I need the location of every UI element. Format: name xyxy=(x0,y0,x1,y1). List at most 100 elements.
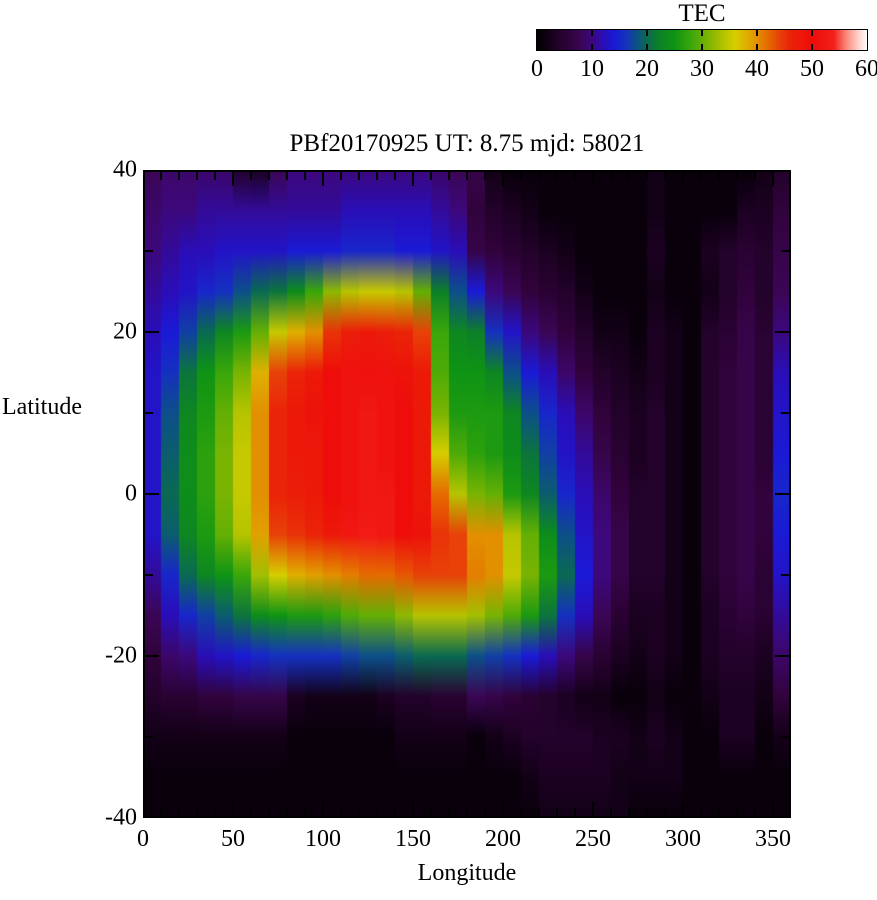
colorbar-tick-label: 50 xyxy=(800,56,824,82)
colorbar-tick xyxy=(701,30,703,36)
x-minor-tick xyxy=(466,172,468,180)
y-minor-tick xyxy=(145,574,153,576)
x-minor-tick xyxy=(358,808,360,816)
x-major-tick xyxy=(412,802,414,816)
y-minor-tick xyxy=(145,736,153,738)
x-minor-tick xyxy=(268,172,270,180)
x-minor-tick xyxy=(304,172,306,180)
x-tick-label: 0 xyxy=(137,826,149,852)
x-minor-tick xyxy=(520,808,522,816)
x-minor-tick xyxy=(628,808,630,816)
x-major-tick xyxy=(322,172,324,186)
colorbar-tick xyxy=(756,44,758,50)
y-major-tick xyxy=(145,493,159,495)
y-minor-tick xyxy=(145,412,153,414)
y-tick-label: -40 xyxy=(105,804,137,831)
y-minor-tick xyxy=(781,574,789,576)
colorbar-tick-label: 40 xyxy=(745,56,769,82)
y-major-tick xyxy=(145,655,159,657)
x-minor-tick xyxy=(268,808,270,816)
colorbar-tick-label: 0 xyxy=(531,56,543,82)
x-minor-tick xyxy=(340,172,342,180)
colorbar-tick xyxy=(591,30,593,36)
x-minor-tick xyxy=(484,808,486,816)
x-minor-tick xyxy=(484,172,486,180)
x-minor-tick xyxy=(358,172,360,180)
x-major-tick xyxy=(502,172,504,186)
x-minor-tick xyxy=(520,172,522,180)
x-minor-tick xyxy=(394,172,396,180)
y-minor-tick xyxy=(145,250,153,252)
x-minor-tick xyxy=(214,808,216,816)
y-tick-label: 0 xyxy=(125,480,137,507)
x-minor-tick xyxy=(718,808,720,816)
x-tick-label: 100 xyxy=(305,826,341,852)
plot-title: PBf20170925 UT: 8.75 mjd: 58021 xyxy=(289,130,645,157)
x-minor-tick xyxy=(736,172,738,180)
y-tick-label: 40 xyxy=(113,156,137,183)
colorbar-title: TEC xyxy=(678,0,726,27)
x-minor-tick xyxy=(430,808,432,816)
colorbar-tick-label: 20 xyxy=(635,56,659,82)
x-minor-tick xyxy=(196,808,198,816)
x-minor-tick xyxy=(304,808,306,816)
x-minor-tick xyxy=(556,172,558,180)
x-tick-label: 200 xyxy=(485,826,521,852)
x-minor-tick xyxy=(610,808,612,816)
tec-heatmap xyxy=(143,170,791,818)
colorbar-gradient xyxy=(537,30,867,50)
x-minor-tick xyxy=(160,808,162,816)
colorbar-tick-label: 60 xyxy=(855,56,877,82)
x-minor-tick xyxy=(556,808,558,816)
y-minor-tick xyxy=(781,736,789,738)
x-minor-tick xyxy=(376,808,378,816)
colorbar-tick xyxy=(591,44,593,50)
x-major-tick xyxy=(682,172,684,186)
colorbar xyxy=(536,29,868,51)
x-minor-tick xyxy=(376,172,378,180)
x-major-tick xyxy=(232,172,234,186)
x-minor-tick xyxy=(538,172,540,180)
y-minor-tick xyxy=(781,412,789,414)
x-minor-tick xyxy=(664,808,666,816)
y-minor-tick xyxy=(781,250,789,252)
x-minor-tick xyxy=(430,172,432,180)
x-minor-tick xyxy=(196,172,198,180)
y-tick-label: 20 xyxy=(113,318,137,345)
x-major-tick xyxy=(412,172,414,186)
x-minor-tick xyxy=(700,172,702,180)
x-major-tick xyxy=(592,172,594,186)
x-minor-tick xyxy=(664,172,666,180)
x-major-tick xyxy=(682,802,684,816)
x-minor-tick xyxy=(466,808,468,816)
colorbar-tick xyxy=(646,44,648,50)
x-minor-tick xyxy=(736,808,738,816)
x-major-tick xyxy=(322,802,324,816)
y-major-tick xyxy=(775,493,789,495)
x-major-tick xyxy=(502,802,504,816)
x-minor-tick xyxy=(250,808,252,816)
x-minor-tick xyxy=(286,808,288,816)
x-tick-label: 250 xyxy=(575,826,611,852)
x-tick-label: 350 xyxy=(755,826,791,852)
x-minor-tick xyxy=(574,172,576,180)
x-minor-tick xyxy=(448,808,450,816)
x-minor-tick xyxy=(214,172,216,180)
y-tick-label: -20 xyxy=(105,642,137,669)
y-major-tick xyxy=(775,655,789,657)
x-major-tick xyxy=(592,802,594,816)
x-minor-tick xyxy=(340,808,342,816)
y-major-tick xyxy=(775,331,789,333)
x-major-tick xyxy=(772,172,774,186)
x-minor-tick xyxy=(286,172,288,180)
x-major-tick xyxy=(232,802,234,816)
x-minor-tick xyxy=(178,808,180,816)
colorbar-tick-label: 30 xyxy=(690,56,714,82)
x-minor-tick xyxy=(718,172,720,180)
x-minor-tick xyxy=(700,808,702,816)
x-minor-tick xyxy=(610,172,612,180)
x-minor-tick xyxy=(448,172,450,180)
x-minor-tick xyxy=(160,172,162,180)
x-minor-tick xyxy=(754,808,756,816)
